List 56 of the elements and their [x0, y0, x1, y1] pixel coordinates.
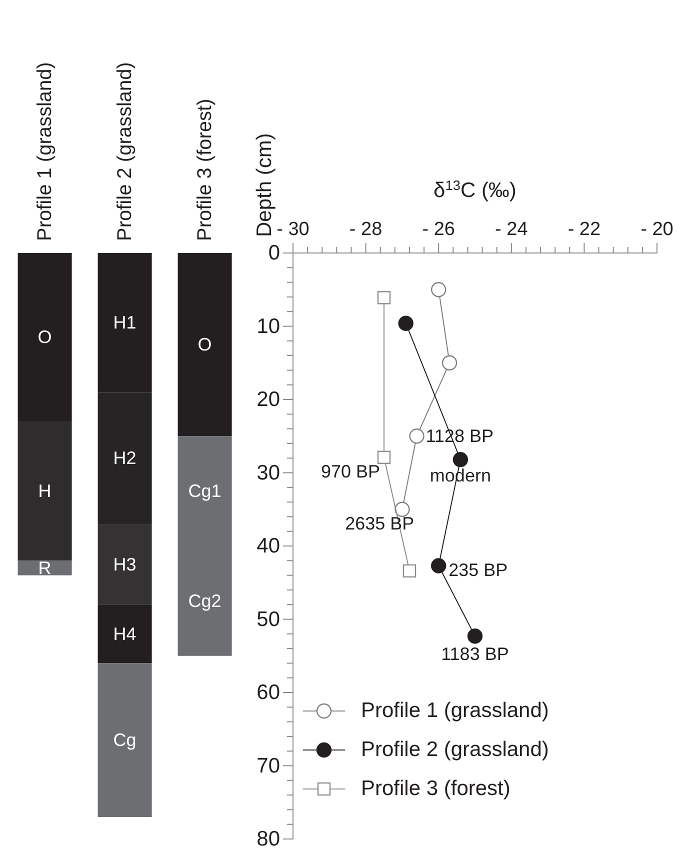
annotation: 1183 BP: [441, 644, 509, 664]
x-tick-label: - 22: [568, 219, 601, 240]
x-axis-title: δ$^{13}$C (‰): [434, 178, 516, 202]
data-label: R: [38, 558, 52, 578]
point: [431, 282, 446, 298]
data-label: O: [38, 327, 52, 348]
point: [398, 316, 414, 331]
data-label: O: [198, 334, 212, 355]
bar: [18, 560, 72, 576]
bar: [98, 604, 152, 664]
point: [377, 291, 391, 304]
bar: [18, 421, 72, 561]
x-tick-label: Profile 2 (grassland): [114, 62, 136, 241]
data-label: H2: [113, 448, 136, 468]
data-label: H: [38, 481, 52, 502]
x-tick-label: - 20: [640, 219, 674, 240]
y-axis-title: Depth (cm): [253, 133, 276, 237]
data-label: Cg: [113, 730, 136, 750]
point: [442, 355, 458, 370]
annotation: 970 BP: [320, 461, 380, 482]
y-tick-label: 10: [256, 314, 280, 338]
bar: [98, 524, 152, 605]
y-tick-label: 80: [256, 828, 280, 850]
bar: [18, 253, 72, 422]
bar: [178, 253, 232, 436]
y-tick-label: 60: [256, 681, 280, 704]
point: [452, 452, 468, 468]
data-label: Cg1: [188, 481, 222, 502]
y-tick-label: 40: [256, 534, 280, 558]
x-tick-label: Profile 3 (forest): [194, 98, 216, 241]
point: [409, 428, 424, 444]
x-tick-label: - 30: [276, 219, 310, 240]
x-tick-label: Profile 1 (grassland): [34, 62, 56, 241]
data-label: H3: [113, 554, 136, 574]
point: [467, 628, 483, 644]
x-tick-label: - 24: [495, 219, 528, 240]
legend-label: Profile 3 (forest): [361, 776, 510, 800]
y-tick-label: 50: [256, 608, 280, 631]
x-tick-label: - 28: [349, 219, 382, 240]
y-tick-label: 0: [268, 242, 280, 264]
annotation: 235 BP: [448, 560, 508, 580]
point: [431, 558, 446, 574]
data-label: Cg2: [188, 590, 222, 611]
point: [377, 450, 391, 464]
x-tick-label: - 26: [422, 219, 455, 240]
y-tick-label: 70: [256, 754, 280, 778]
data-label: H4: [113, 624, 136, 644]
legend-label: Profile 2 (grassland): [361, 738, 549, 762]
point: [394, 502, 410, 517]
bar: [98, 663, 152, 818]
annotation: 2635 BP: [345, 513, 414, 534]
y-tick-label: 20: [256, 388, 280, 411]
point: [402, 564, 416, 578]
y-tick-label: 30: [256, 461, 280, 484]
data-label: H1: [113, 312, 136, 333]
legend-label: Profile 1 (grassland): [361, 698, 549, 722]
